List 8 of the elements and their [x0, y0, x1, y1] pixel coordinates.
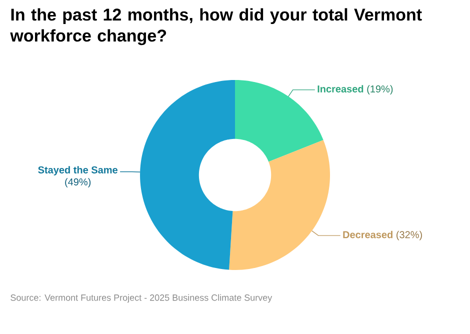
- slice-label: Increased: [318, 85, 364, 92]
- data-label: (19%): [367, 85, 393, 94]
- slice-label: Stayed the Same: [38, 166, 118, 176]
- slice-label: Decreased: [343, 230, 392, 238]
- data-label: (49%): [65, 178, 91, 188]
- source-note: Source: Vermont Futures Project - 2025 Business Climate Survey: [10, 294, 272, 303]
- chart-title: In the past 12 months, how did your total Vermont workforce change?: [10, 8, 422, 46]
- data-label: (32%): [396, 230, 422, 240]
